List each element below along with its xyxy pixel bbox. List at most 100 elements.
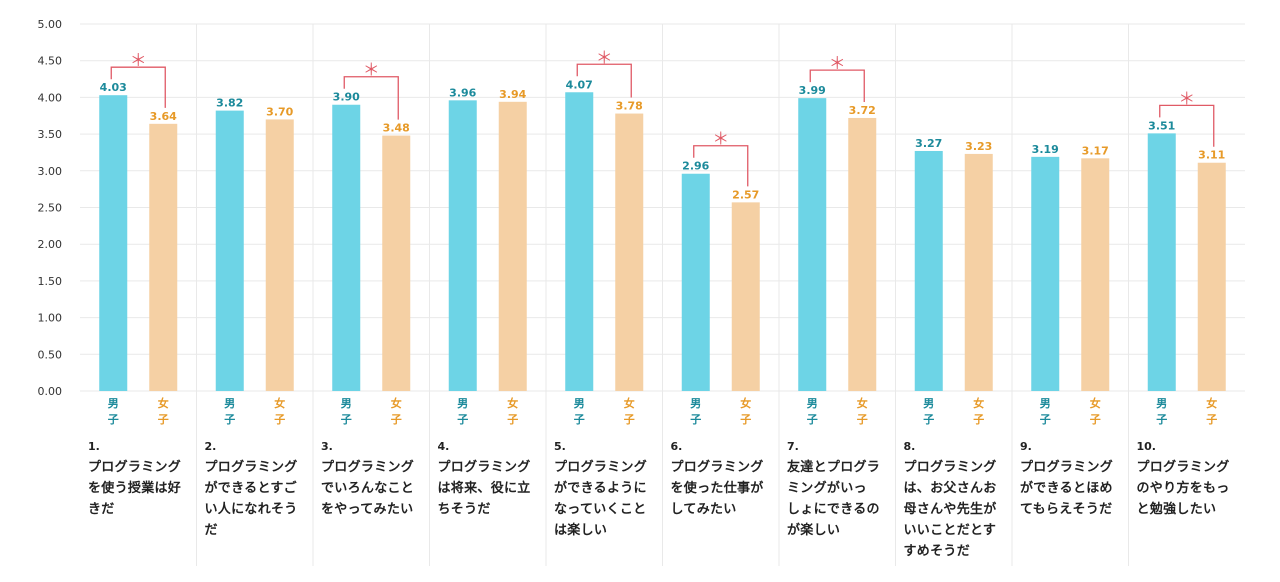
bar-boys — [332, 104, 361, 392]
x-label-girls: 女子 — [274, 396, 285, 426]
question-number: 7. — [787, 440, 799, 453]
bar-boys — [565, 92, 594, 392]
x-label-boys: 男子 — [1040, 397, 1051, 426]
data-label-girls: 3.11 — [1198, 149, 1225, 162]
x-label-boys: 男子 — [224, 397, 235, 426]
x-label-girls: 女子 — [857, 396, 868, 426]
y-tick-label: 0.50 — [38, 348, 63, 361]
question-text: プログラミング は将来、役に立 ちそうだ — [437, 460, 531, 517]
y-tick-label: 3.50 — [38, 128, 63, 141]
data-label-boys: 2.96 — [682, 160, 709, 173]
x-label-boys: 男子 — [457, 397, 468, 426]
significance-bracket — [110, 66, 166, 108]
data-label-girls: 3.78 — [616, 100, 643, 113]
x-label-girls: 女子 — [973, 396, 984, 426]
question-number: 1. — [88, 440, 100, 453]
y-tick-label: 2.00 — [38, 238, 63, 251]
bar-girls — [1197, 162, 1226, 391]
bar-girls — [498, 101, 527, 391]
significance-asterisk: ＊ — [363, 61, 380, 81]
bar-boys — [914, 150, 943, 391]
significance-asterisk: ＊ — [712, 130, 729, 150]
x-label-girls: 女子 — [1206, 396, 1217, 426]
question-text: プログラミング でいろんなこと をやってみたい — [321, 460, 415, 517]
question-text: プログラミング のやり方をもっ と勉強したい — [1136, 460, 1230, 517]
bar-boys — [1031, 156, 1060, 391]
data-label-girls: 3.23 — [965, 140, 992, 153]
x-label-boys: 男子 — [1156, 397, 1167, 426]
bar-girls — [731, 202, 760, 391]
x-label-boys: 男子 — [574, 397, 585, 426]
data-label-boys: 3.27 — [915, 137, 942, 150]
question-number: 2. — [204, 440, 217, 453]
bar-boys — [681, 173, 710, 391]
y-tick-label: 3.00 — [38, 165, 63, 178]
data-label-boys: 4.03 — [100, 81, 127, 94]
y-tick-label: 1.00 — [38, 312, 63, 325]
question-number: 5. — [554, 440, 566, 453]
data-label-girls: 3.72 — [849, 104, 876, 117]
bar-boys — [215, 110, 244, 391]
data-label-boys: 3.90 — [333, 91, 360, 104]
x-label-boys: 男子 — [923, 397, 934, 426]
data-label-girls: 2.57 — [732, 188, 759, 201]
bar-girls — [615, 113, 644, 391]
bar-girls — [149, 123, 178, 391]
significance-bracket — [809, 69, 865, 102]
x-label-boys: 男子 — [341, 397, 352, 426]
bar-boys — [99, 95, 128, 391]
significance-asterisk: ＊ — [596, 48, 613, 68]
significance-asterisk: ＊ — [829, 54, 846, 74]
x-label-boys: 男子 — [108, 397, 119, 426]
question-text: 友達とプログラ ミングがいっ しょにできるの が楽しい — [787, 460, 881, 538]
x-label-girls: 女子 — [740, 396, 751, 426]
data-label-boys: 4.07 — [566, 78, 593, 91]
data-label-boys: 3.99 — [799, 84, 826, 97]
bar-boys — [1147, 133, 1176, 391]
x-label-boys: 男子 — [807, 397, 818, 426]
bar-boys — [798, 98, 827, 391]
data-label-boys: 3.96 — [449, 86, 476, 99]
data-label-boys: 3.82 — [216, 97, 243, 110]
y-tick-label: 4.50 — [38, 55, 63, 68]
bar-girls — [265, 119, 294, 392]
significance-bracket — [343, 76, 399, 120]
question-number: 10. — [1136, 440, 1157, 453]
x-label-girls: 女子 — [1090, 396, 1101, 426]
x-label-girls: 女子 — [507, 396, 518, 426]
question-text: プログラミング を使った仕事が してみたい — [670, 460, 764, 517]
question-number: 6. — [670, 440, 683, 453]
bar-girls — [1081, 158, 1110, 391]
y-tick-label: 5.00 — [38, 18, 63, 31]
data-label-boys: 3.19 — [1032, 143, 1059, 156]
data-label-girls: 3.17 — [1082, 144, 1109, 157]
data-label-girls: 3.70 — [266, 105, 293, 118]
data-label-boys: 3.51 — [1148, 119, 1175, 132]
question-number: 4. — [437, 440, 450, 453]
significance-asterisk: ＊ — [1178, 89, 1195, 109]
question-text: プログラミング ができるとすご い人になれそう だ — [204, 460, 298, 538]
y-tick-label: 1.50 — [38, 275, 63, 288]
bar-girls — [964, 153, 993, 391]
question-text: プログラミング ができるように なっていくこと は楽しい — [554, 460, 648, 538]
question-text: プログラミング ができるとほめ てもらえそうだ — [1020, 460, 1114, 517]
question-number: 8. — [903, 440, 916, 453]
y-tick-label: 0.00 — [38, 385, 63, 398]
significance-asterisk: ＊ — [130, 51, 147, 71]
significance-bracket — [693, 145, 749, 187]
question-number: 9. — [1020, 440, 1032, 453]
significance-bracket — [1159, 104, 1215, 147]
x-label-boys: 男子 — [690, 397, 701, 426]
x-label-girls: 女子 — [158, 396, 169, 426]
y-tick-label: 2.50 — [38, 202, 63, 215]
bar-boys — [448, 100, 477, 391]
y-tick-label: 4.00 — [38, 91, 63, 104]
question-number: 3. — [321, 440, 333, 453]
data-label-girls: 3.94 — [499, 88, 526, 101]
significance-bracket — [576, 63, 632, 98]
question-text: プログラミング は、お父さんお 母さんや先生が いいことだとす すめそうだ — [903, 460, 997, 559]
x-label-girls: 女子 — [391, 396, 402, 426]
bar-girls — [382, 135, 411, 391]
question-text: プログラミング を使う授業は好 きだ — [88, 460, 182, 517]
